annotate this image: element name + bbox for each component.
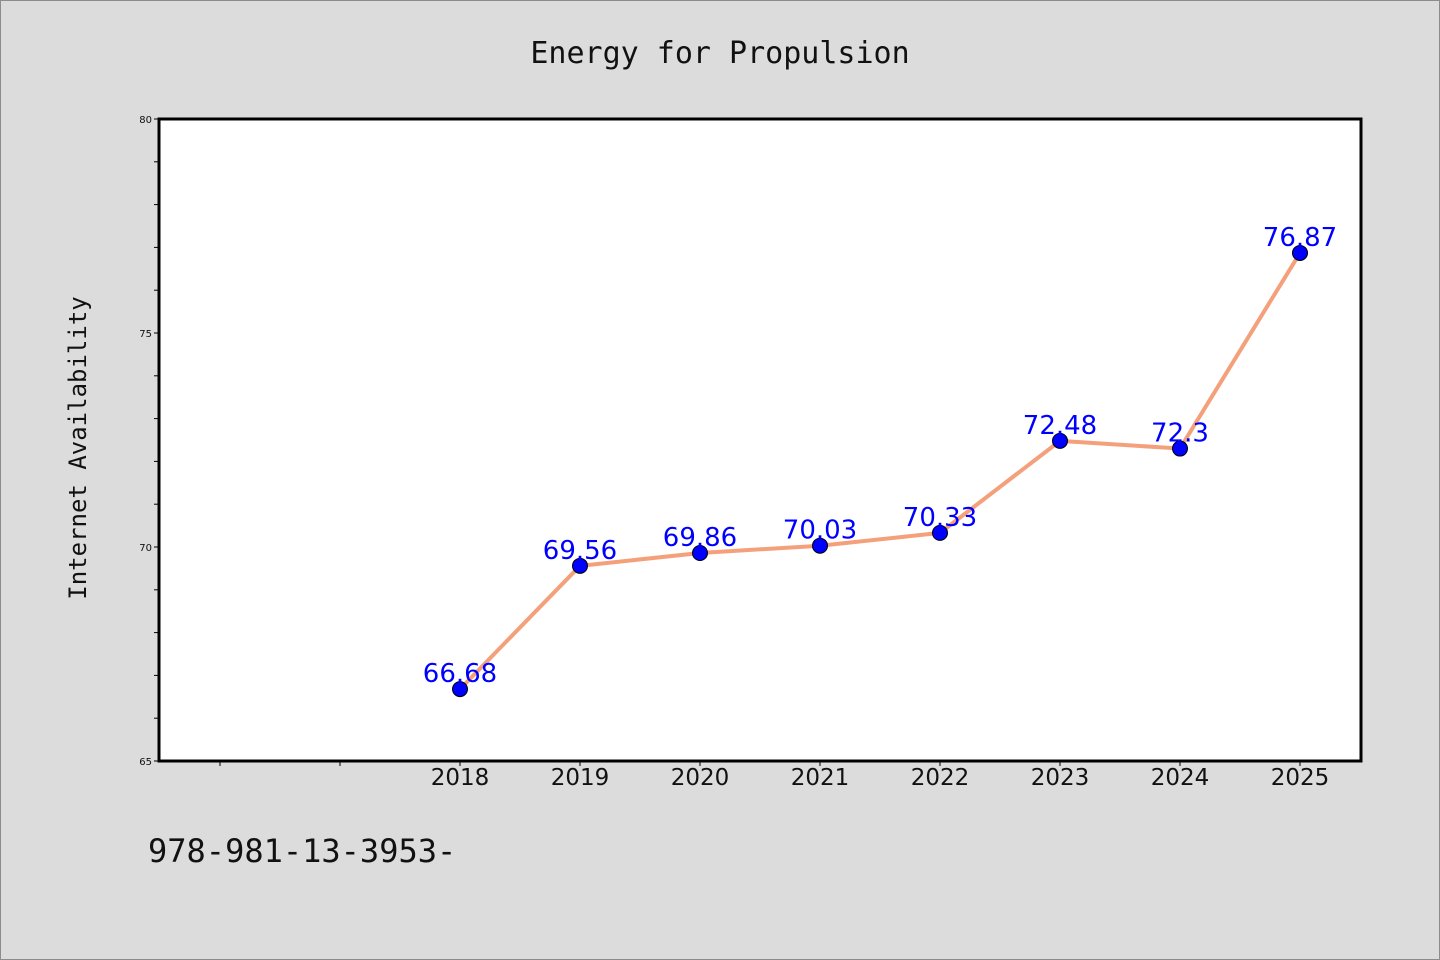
x-tick-label: 2022 xyxy=(911,765,970,791)
data-markers xyxy=(452,244,1308,698)
plot-area xyxy=(157,117,1363,763)
x-tick-label: 2023 xyxy=(1031,765,1090,791)
data-point xyxy=(572,557,588,574)
data-label: 70.03 xyxy=(783,516,857,546)
y-tick-label: 80 xyxy=(139,115,152,126)
y-axis-label: Internet Availability xyxy=(64,296,92,599)
x-tick-label: 2019 xyxy=(551,765,610,791)
x-tick-label: 2021 xyxy=(791,765,850,791)
chart-title: Energy for Propulsion xyxy=(530,36,909,71)
y-tick-label: 70 xyxy=(139,543,152,554)
data-label: 70.33 xyxy=(903,503,977,533)
y-tick-label: 75 xyxy=(139,329,152,340)
data-label: 76.87 xyxy=(1263,223,1337,253)
footnote: 978-981-13-3953- xyxy=(148,832,457,870)
x-axis-ticks: 2018 2019 2020 2021 2022 2023 2024 2025 xyxy=(219,761,1330,791)
data-label: 72.3 xyxy=(1151,419,1209,449)
data-point xyxy=(1052,432,1068,449)
data-label: 72.48 xyxy=(1023,411,1097,441)
series-line xyxy=(458,251,1302,691)
data-point xyxy=(692,544,708,561)
data-point xyxy=(1172,440,1188,457)
data-label: 69.56 xyxy=(543,536,617,566)
x-tick-label: 2025 xyxy=(1271,765,1330,791)
y-axis-ticks: 65 70 75 80 xyxy=(139,115,159,768)
data-point xyxy=(452,681,468,698)
data-label: 66.68 xyxy=(423,659,497,689)
x-tick-label: 2018 xyxy=(431,765,490,791)
data-point xyxy=(812,537,828,554)
y-tick-label: 65 xyxy=(139,757,152,768)
data-point xyxy=(1292,244,1308,261)
data-labels: 66.68 69.56 69.86 70.03 70.33 72.48 72.3 76.87 xyxy=(423,223,1337,689)
data-point xyxy=(932,524,948,541)
data-label: 69.86 xyxy=(663,523,737,553)
x-tick-label: 2024 xyxy=(1151,765,1210,791)
x-tick-label: 2020 xyxy=(671,765,730,791)
